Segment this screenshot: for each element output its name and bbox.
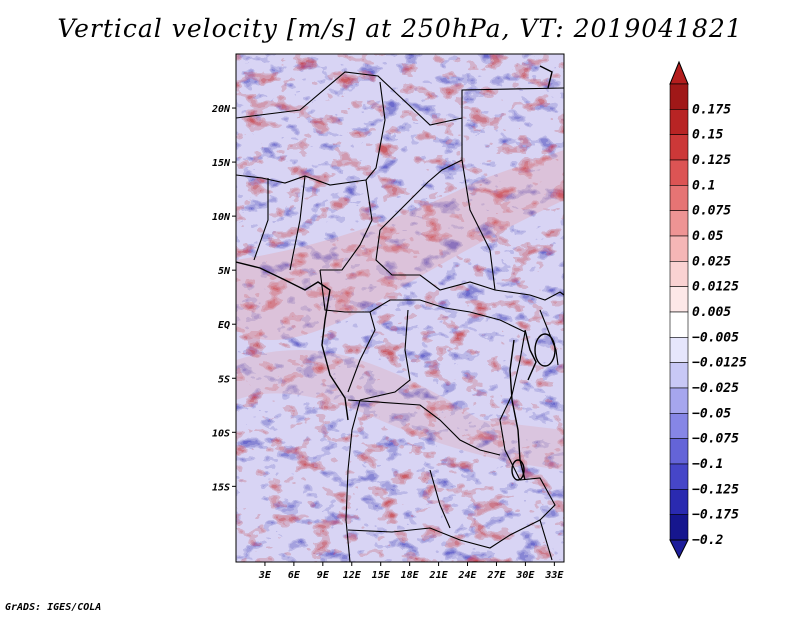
map-frame (235, 53, 565, 563)
colorbar-swatch (669, 489, 689, 515)
footer-credit: GrADS: IGES/COLA (5, 602, 102, 613)
colorbar-swatch (669, 387, 689, 414)
lon-tick-label: 18E (401, 570, 420, 581)
colorbar-label: −0.2 (692, 533, 723, 548)
lat-tick-label: 15N (212, 158, 231, 169)
colorbar-overflow-high (669, 60, 689, 85)
map-panel (236, 54, 564, 562)
colorbar-label: 0.005 (692, 305, 731, 320)
colorbar-label: 0.075 (692, 204, 731, 219)
colorbar-swatch (669, 185, 689, 211)
colorbar-label: −0.005 (692, 330, 739, 345)
lon-tick-label: 15E (372, 570, 391, 581)
colorbar-label: −0.075 (692, 432, 739, 447)
colorbar-label: −0.0125 (692, 356, 747, 371)
country-borders (236, 71, 564, 562)
lon-tick-label: 21E (429, 570, 449, 581)
lat-tick-label: EQ (218, 320, 230, 331)
colorbar-swatch (669, 337, 689, 363)
map-axes: 20N 15N 10N 5N EQ 5S 10S 15S 3E 6E 9E 12E 15E 18E 21E 2… (211, 104, 564, 581)
lon-tick-label: 12E (343, 570, 362, 581)
colorbar-overflow-low (669, 539, 689, 560)
colorbar-swatch (669, 210, 689, 237)
colorbar-swatch (669, 413, 689, 439)
field-shading (236, 54, 564, 562)
lat-tick-label: 10N (212, 212, 231, 223)
colorbar-swatch (669, 362, 689, 389)
colorbar-label: −0.125 (692, 482, 739, 497)
field-band-positive (236, 150, 564, 340)
colorbar-swatch (669, 83, 689, 110)
lon-tick-label: 3E (258, 570, 272, 581)
lon-tick-label: 24E (457, 570, 477, 581)
field-band-positive (236, 350, 564, 470)
lat-tick-label: 10S (212, 428, 230, 439)
lon-tick-label: 27E (486, 570, 506, 581)
colorbar-label: −0.025 (692, 381, 739, 396)
lat-tick-label: 5S (218, 374, 230, 385)
colorbar-swatch (669, 463, 689, 490)
lat-tick-label: 5N (218, 266, 231, 277)
colorbar-swatch (669, 514, 689, 541)
colorbar-swatch (669, 286, 689, 313)
colorbar-label: 0.1 (692, 178, 715, 193)
lon-tick-label: 6E (288, 570, 301, 581)
colorbar-swatch (669, 109, 689, 135)
colorbar-label: −0.175 (692, 508, 739, 523)
colorbar-label: 0.05 (692, 229, 723, 244)
lon-tick-label: 33E (544, 570, 564, 581)
lat-tick-label: 20N (211, 104, 231, 115)
lat-tick-label: 15S (212, 482, 230, 493)
colorbar-swatch (669, 311, 689, 338)
colorbar-swatch (669, 235, 689, 262)
colorbar-swatch (669, 438, 689, 465)
colorbar-label: 0.025 (692, 254, 731, 269)
colorbar-label: −0.1 (692, 457, 723, 472)
colorbar-swatch (669, 134, 689, 161)
coastline (236, 65, 556, 481)
colorbar-label: 0.175 (692, 102, 731, 117)
colorbar-swatch (669, 261, 689, 287)
map-title: Vertical velocity [m/s] at 250hPa, VT: 2… (57, 14, 743, 43)
lon-tick-label: 30E (515, 570, 535, 581)
colorbar-label: 0.0125 (692, 280, 739, 295)
colorbar-label: 0.15 (692, 128, 723, 143)
colorbar-label: −0.05 (692, 406, 731, 421)
colorbar-label: 0.125 (692, 153, 731, 168)
lon-tick-label: 9E (317, 570, 330, 581)
colorbar-swatch (669, 159, 689, 186)
colorbar: 0.175 0.15 0.125 0.1 0.075 0.05 0.025 0.0125 0.0… (669, 60, 747, 560)
